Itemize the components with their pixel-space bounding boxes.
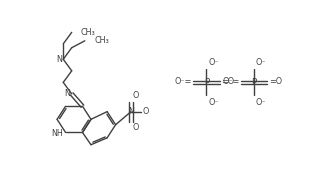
- Text: O: O: [143, 107, 149, 116]
- Text: P: P: [204, 78, 209, 87]
- Text: CH₃: CH₃: [94, 36, 109, 45]
- Text: O⁻=: O⁻=: [174, 77, 192, 86]
- Text: P: P: [252, 78, 257, 87]
- Text: NH: NH: [52, 129, 63, 138]
- Text: =O: =O: [269, 77, 282, 86]
- Text: O: O: [133, 123, 139, 132]
- Text: O⁻=: O⁻=: [222, 77, 239, 86]
- Text: N: N: [64, 89, 70, 98]
- Text: O⁻: O⁻: [256, 58, 266, 67]
- Text: CH₃: CH₃: [81, 28, 96, 37]
- Text: N: N: [128, 107, 134, 116]
- Text: O⁻: O⁻: [256, 98, 266, 107]
- Text: O⁻: O⁻: [208, 98, 219, 107]
- Text: =O: =O: [221, 77, 234, 86]
- Text: N: N: [56, 55, 62, 64]
- Text: O: O: [133, 91, 139, 100]
- Text: O⁻: O⁻: [208, 58, 219, 67]
